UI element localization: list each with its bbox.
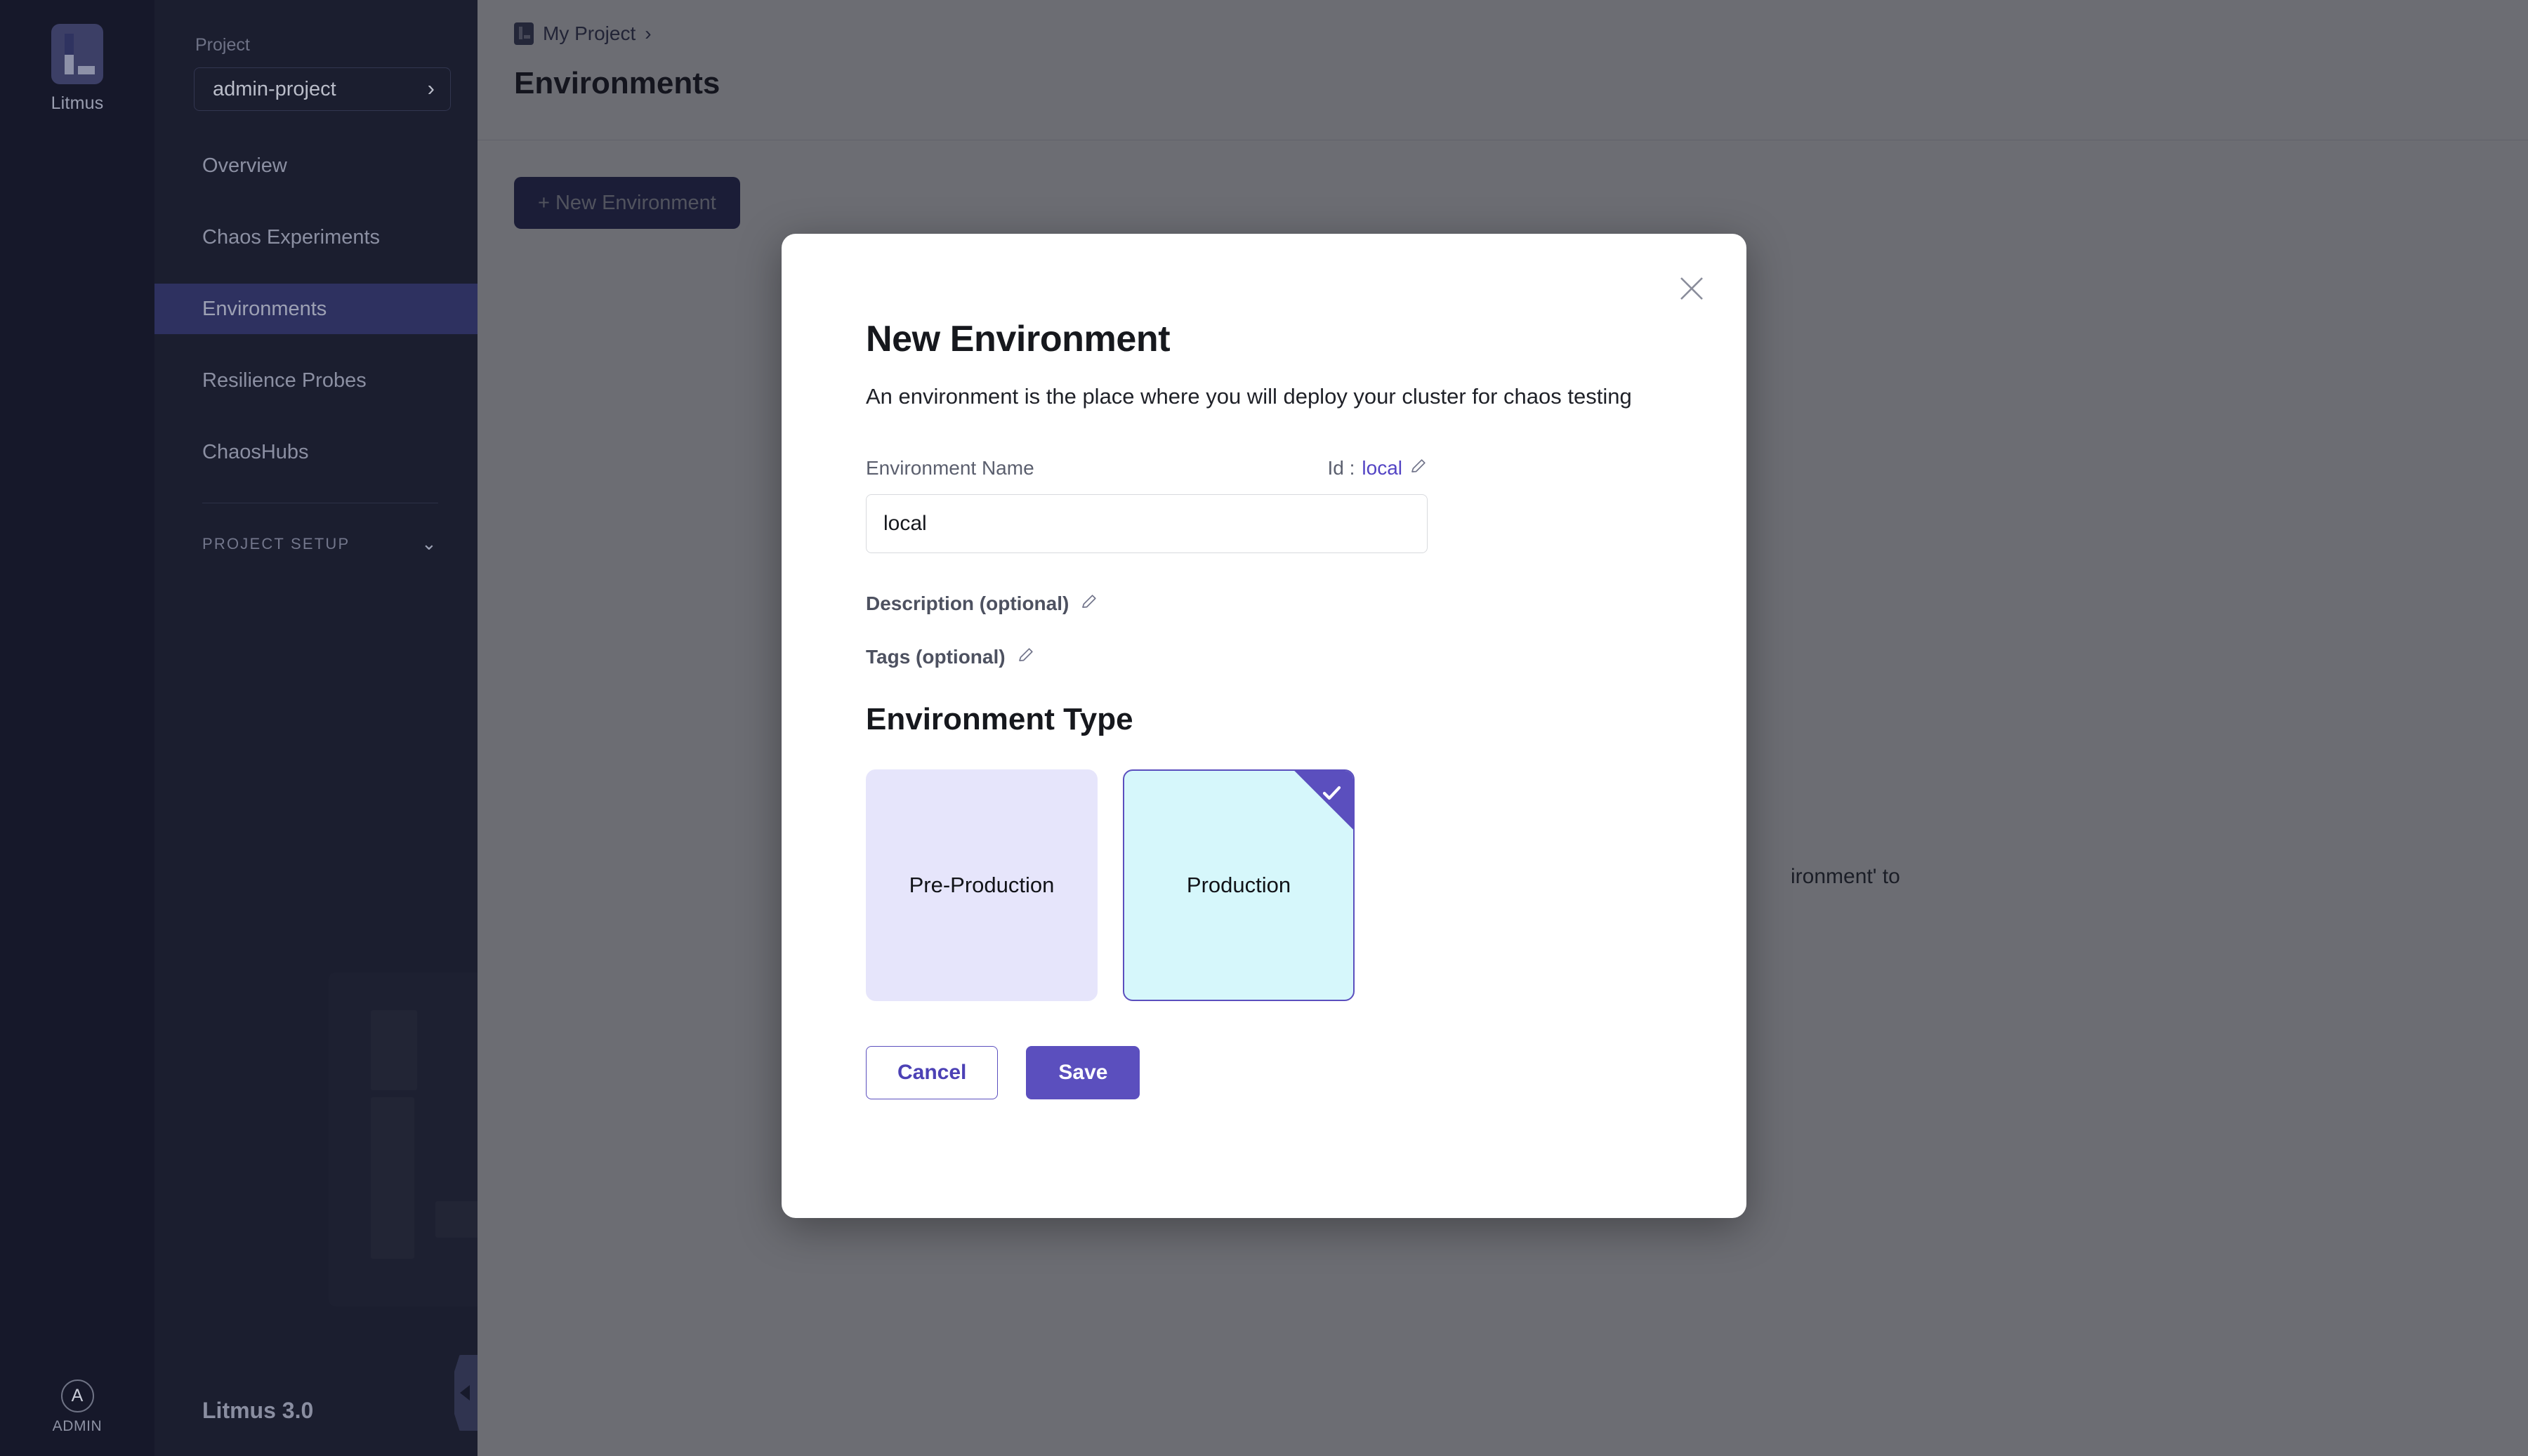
product-rail: Litmus A ADMIN: [0, 0, 154, 1456]
close-icon[interactable]: [1673, 270, 1710, 307]
environment-type-options: Pre-Production Production: [866, 769, 1746, 1001]
sidebar-item-label: Environments: [202, 297, 327, 320]
edit-pencil-icon[interactable]: [1409, 457, 1428, 480]
environment-type-pre-production[interactable]: Pre-Production: [866, 769, 1098, 1001]
user-role-label: ADMIN: [52, 1418, 103, 1434]
environment-id-group[interactable]: Id : local: [1327, 457, 1428, 480]
project-selector-value: admin-project: [213, 77, 336, 100]
save-button[interactable]: Save: [1026, 1045, 1140, 1099]
environment-type-label: Pre-Production: [909, 872, 1055, 897]
sidebar-item-resilience-probes[interactable]: Resilience Probes: [154, 355, 478, 406]
sidebar-item-label: Overview: [202, 154, 287, 177]
sidebar-item-environments[interactable]: Environments: [154, 284, 478, 334]
sidebar-menu: Overview Chaos Experiments Environments …: [154, 140, 478, 477]
sidebar-item-chaos-experiments[interactable]: Chaos Experiments: [154, 212, 478, 263]
avatar[interactable]: A: [60, 1379, 94, 1412]
environment-id-value: local: [1362, 457, 1402, 479]
rail-user-block[interactable]: A ADMIN: [0, 1379, 154, 1435]
environment-type-label: Production: [1186, 872, 1291, 897]
environment-id-prefix: Id :: [1327, 457, 1355, 479]
tags-row[interactable]: Tags (optional): [866, 646, 1746, 668]
modal-subtitle: An environment is the place where you wi…: [866, 384, 1632, 409]
sidebar-item-label: Resilience Probes: [202, 369, 367, 392]
modal-title: New Environment: [866, 319, 1171, 359]
environment-type-production[interactable]: Production: [1123, 769, 1355, 1001]
project-selector[interactable]: admin-project ›: [194, 67, 451, 111]
edit-pencil-icon[interactable]: [1017, 646, 1035, 668]
version-label: Litmus 3.0: [202, 1398, 314, 1423]
rail-brand[interactable]: Litmus: [0, 0, 154, 114]
sidebar-item-label: Chaos Experiments: [202, 225, 381, 249]
description-label: Description (optional): [866, 592, 1069, 614]
cancel-button[interactable]: Cancel: [866, 1045, 999, 1099]
check-icon: [1294, 771, 1353, 830]
tags-label: Tags (optional): [866, 645, 1006, 668]
environment-name-row: Environment Name Id : local: [866, 457, 1428, 480]
sidebar-item-chaoshubs[interactable]: ChaosHubs: [154, 427, 478, 477]
sidebar-item-label: ChaosHubs: [202, 440, 309, 463]
sidebar-nav: Project admin-project › Overview Chaos E…: [154, 0, 478, 1456]
chevron-down-icon: ⌄: [421, 533, 438, 554]
sidebar-section-label: PROJECT SETUP: [202, 534, 350, 552]
collapse-sidebar-button[interactable]: [454, 1355, 478, 1431]
product-name-label: Litmus: [51, 93, 104, 113]
modal-actions: Cancel Save: [866, 1045, 1746, 1099]
chevron-right-icon: ›: [427, 75, 435, 100]
environment-name-label: Environment Name: [866, 457, 1034, 479]
chevron-left-icon: [460, 1385, 470, 1401]
edit-pencil-icon[interactable]: [1080, 593, 1098, 614]
sidebar-section-project-setup[interactable]: PROJECT SETUP ⌄: [154, 533, 478, 555]
new-environment-modal: New Environment An environment is the pl…: [782, 234, 1746, 1218]
litmus-logo-icon: [51, 24, 103, 84]
sidebar-item-overview[interactable]: Overview: [154, 140, 478, 191]
project-section-label: Project: [195, 35, 250, 55]
modal-body: New Environment An environment is the pl…: [782, 234, 1746, 1099]
environment-name-input[interactable]: [866, 494, 1428, 553]
environment-type-heading: Environment Type: [866, 701, 1133, 736]
description-row[interactable]: Description (optional): [866, 593, 1746, 615]
